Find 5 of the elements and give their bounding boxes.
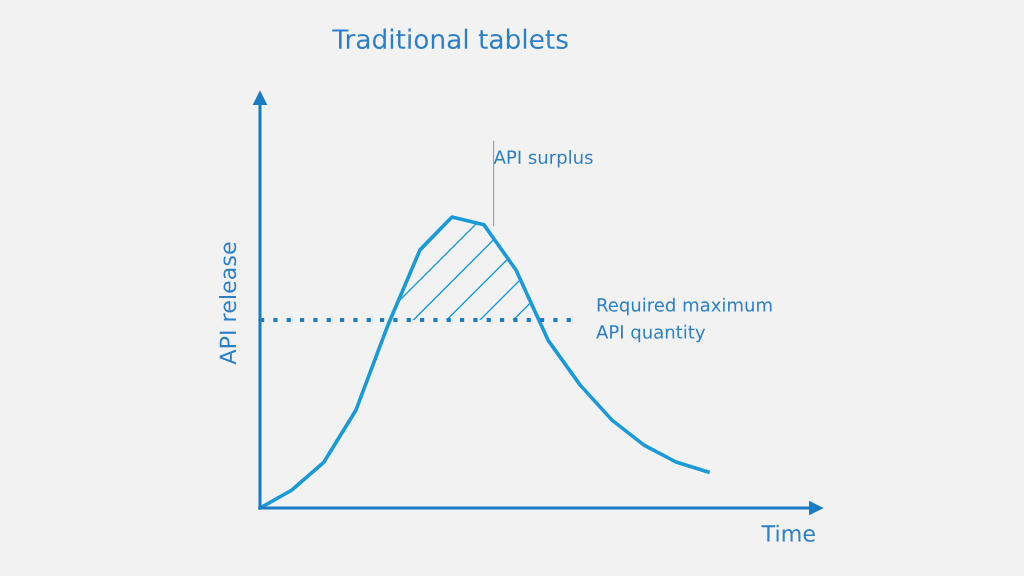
ref-line-label: Required maximum API quantity bbox=[596, 297, 772, 343]
y-axis-title: API release bbox=[219, 242, 237, 365]
chart-title: Traditional tablets bbox=[332, 28, 568, 50]
x-axis-title: Time bbox=[761, 524, 815, 542]
text: API surplus bbox=[493, 150, 593, 168]
